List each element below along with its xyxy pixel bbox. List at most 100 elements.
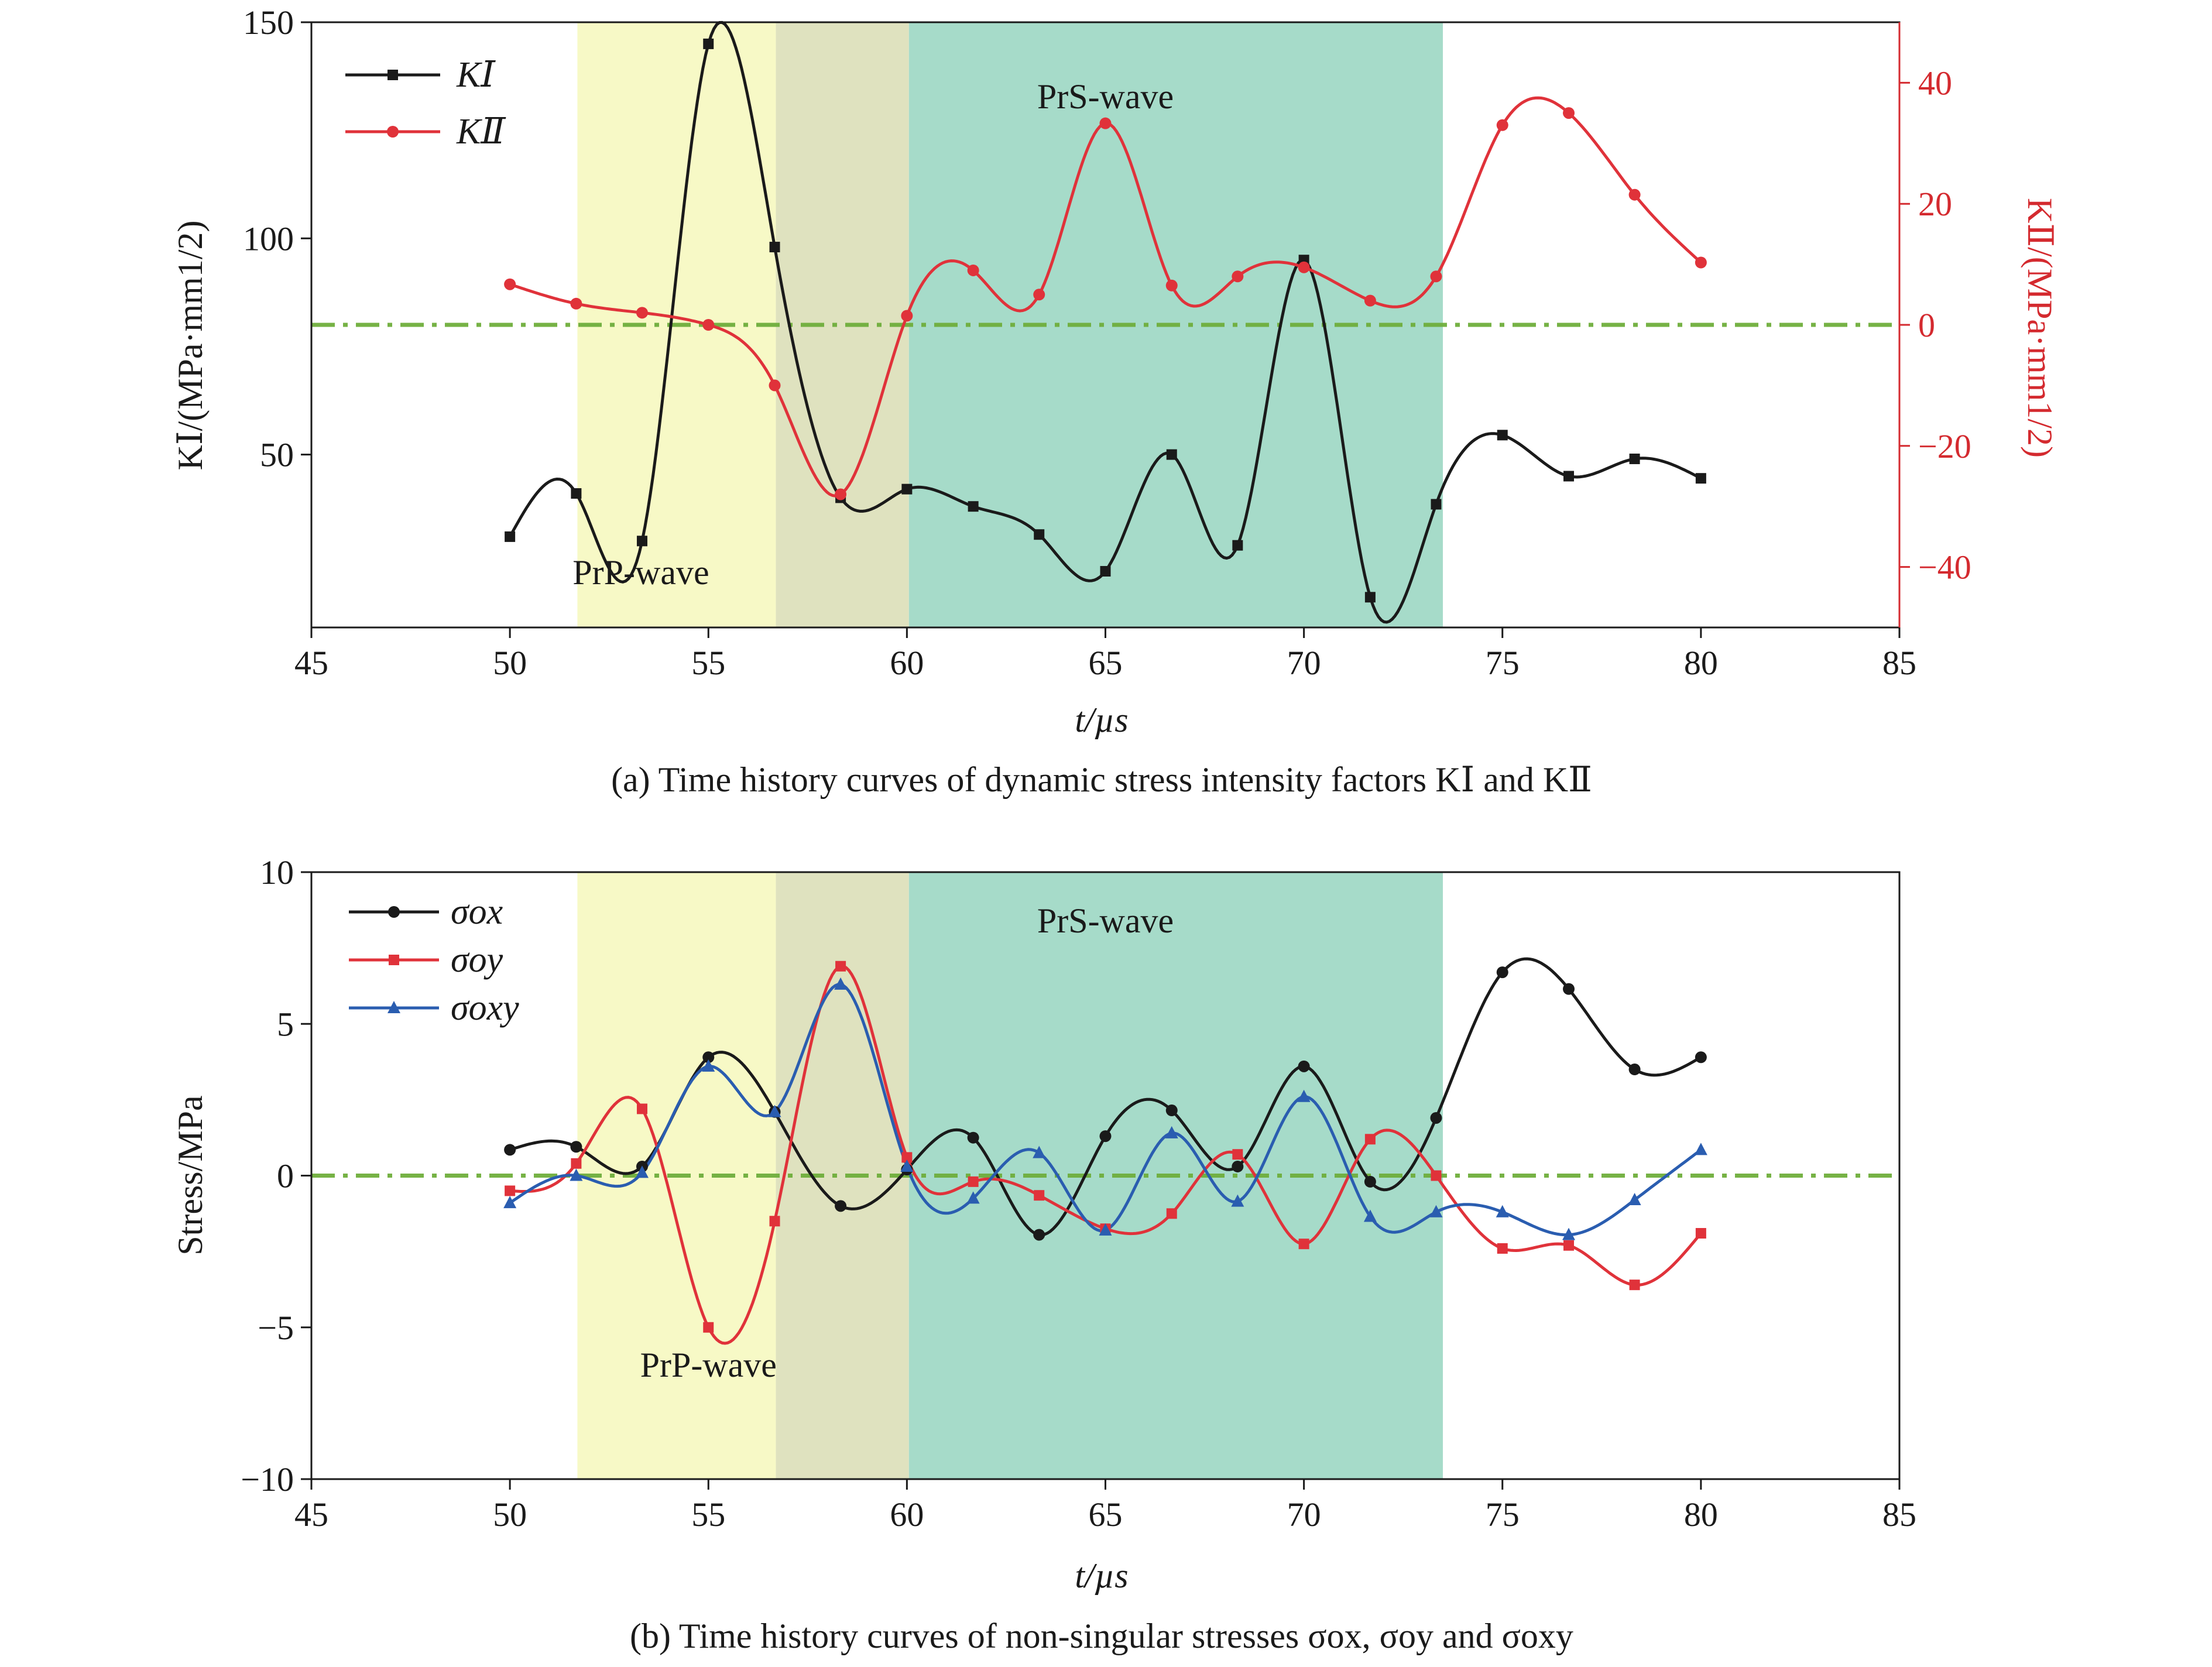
data-point-sigma-oxy — [900, 1159, 914, 1172]
x-tick-label: 50 — [493, 1496, 527, 1534]
y-tick-label-right: 40 — [1918, 64, 1952, 102]
legend-marker-sigma-oy — [389, 955, 399, 965]
data-point-sigma-oy — [968, 1176, 979, 1187]
data-point-sigma-oy — [1431, 1170, 1442, 1181]
x-tick-label: 65 — [1089, 1496, 1123, 1534]
data-point-k1 — [1497, 430, 1508, 441]
data-point-k2 — [1298, 261, 1310, 273]
overlap-region — [776, 22, 909, 627]
data-point-sigma-oxy — [768, 1105, 781, 1117]
data-point-k1 — [571, 488, 582, 499]
data-point-k2 — [1695, 256, 1707, 269]
data-point-sigma-ox — [1628, 1064, 1641, 1076]
x-tick-label: 70 — [1287, 1496, 1321, 1534]
data-point-sigma-oy — [901, 1152, 913, 1163]
data-point-k1 — [1166, 449, 1177, 460]
data-point-k2 — [702, 319, 715, 331]
data-point-sigma-oxy — [702, 1059, 715, 1072]
caption-a: (a) Time history curves of dynamic stres… — [611, 760, 1592, 799]
x-ticks: 45 50 55 60 65 70 75 80 85 — [294, 1479, 1916, 1534]
x-tick-label: 55 — [691, 644, 725, 682]
y-tick-label-right: 20 — [1918, 185, 1952, 223]
data-point-sigma-ox — [1563, 983, 1575, 995]
x-tick-label: 70 — [1287, 644, 1321, 682]
data-point-k1 — [1100, 565, 1111, 577]
data-point-sigma-ox — [1033, 1229, 1045, 1241]
x-tick-label: 60 — [890, 1496, 924, 1534]
prs-wave-label: PrS-wave — [1037, 901, 1174, 940]
data-point-k2 — [570, 297, 582, 310]
legend-label-sigma-oy: σoy — [451, 940, 503, 980]
data-point-k2 — [1496, 119, 1508, 131]
series-markers — [504, 38, 1707, 603]
y-tick-label-right: −20 — [1918, 427, 1971, 465]
series-markers — [503, 961, 1707, 1333]
legend-label-k2: KⅡ — [456, 112, 506, 152]
data-point-sigma-ox — [835, 1200, 847, 1212]
data-point-k2 — [1364, 294, 1376, 307]
x-tick-label: 80 — [1684, 1496, 1718, 1534]
overlap-region — [776, 872, 909, 1479]
data-point-sigma-oxy — [966, 1191, 980, 1204]
x-tick-label: 50 — [493, 644, 527, 682]
x-tick-label: 75 — [1486, 644, 1520, 682]
data-point-sigma-oy — [1166, 1208, 1177, 1219]
y-tick-label-right: −40 — [1918, 548, 1971, 586]
legend-label-k1: KⅠ — [456, 55, 496, 95]
y-ticks-left: 50 100 150 — [243, 4, 311, 474]
y-tick-label: −5 — [258, 1309, 294, 1347]
data-point-sigma-oy — [769, 1216, 780, 1227]
y-tick-label-left: 100 — [243, 219, 294, 258]
y-axis-label-left: KⅠ/(MPa·mm1/2) — [171, 220, 210, 470]
y-axis-label-right: KⅡ/(MPa·mm1/2) — [2021, 198, 2059, 458]
legend-marker-k1 — [387, 70, 398, 80]
data-point-k1 — [1364, 592, 1376, 603]
data-point-k1 — [1695, 473, 1706, 484]
data-point-sigma-ox — [1496, 966, 1508, 979]
y-tick-label-right: 0 — [1918, 306, 1935, 344]
data-point-sigma-oy — [1497, 1243, 1508, 1254]
x-tick-label: 65 — [1089, 644, 1123, 682]
data-point-sigma-oy — [1629, 1280, 1640, 1291]
data-point-k1 — [703, 38, 714, 49]
data-point-sigma-oxy — [1496, 1205, 1509, 1217]
x-tick-label: 80 — [1684, 644, 1718, 682]
data-point-sigma-oy — [636, 1103, 647, 1114]
data-point-sigma-oxy — [1231, 1194, 1244, 1207]
x-axis-label: t/µs — [1075, 701, 1128, 739]
data-point-k2 — [769, 379, 781, 392]
data-point-sigma-ox — [1165, 1105, 1178, 1117]
legend: KⅠ KⅡ — [345, 55, 506, 152]
prp-wave-label: PrP-wave — [572, 553, 709, 592]
data-point-k1 — [1629, 453, 1640, 464]
data-point-sigma-ox — [1695, 1051, 1707, 1064]
data-point-k1 — [968, 501, 979, 512]
data-point-sigma-oy — [505, 1185, 516, 1196]
data-point-k2 — [1232, 270, 1244, 283]
x-ticks: 45 50 55 60 65 70 75 80 85 — [294, 627, 1916, 682]
x-tick-label: 45 — [294, 644, 328, 682]
data-point-sigma-oy — [703, 1322, 714, 1333]
data-point-k2 — [1165, 279, 1178, 291]
data-point-sigma-ox — [702, 1051, 715, 1064]
data-point-sigma-oxy — [1033, 1145, 1046, 1158]
y-tick-label: 0 — [277, 1157, 294, 1195]
y-ticks-right: −40 −20 0 20 40 — [1899, 64, 1971, 586]
data-point-k1 — [1563, 471, 1575, 482]
data-point-sigma-oy — [571, 1158, 582, 1169]
data-point-sigma-ox — [967, 1131, 979, 1144]
x-tick-label: 45 — [294, 1496, 328, 1534]
data-point-sigma-oxy — [1297, 1089, 1311, 1102]
data-point-k2 — [1099, 117, 1112, 129]
data-point-sigma-oxy — [1099, 1223, 1112, 1236]
data-point-sigma-oxy — [1363, 1209, 1377, 1222]
data-point-sigma-ox — [1298, 1060, 1310, 1072]
data-point-sigma-oxy — [1628, 1192, 1641, 1205]
data-point-sigma-oxy — [503, 1196, 517, 1209]
y-ticks: −10 −5 0 5 10 — [241, 853, 311, 1498]
data-point-sigma-oy — [1695, 1228, 1706, 1239]
legend-label-sigma-oxy: σoxy — [451, 988, 519, 1028]
data-point-k2 — [1628, 188, 1641, 201]
data-point-sigma-ox — [1232, 1160, 1244, 1172]
data-point-sigma-oy — [835, 961, 846, 972]
